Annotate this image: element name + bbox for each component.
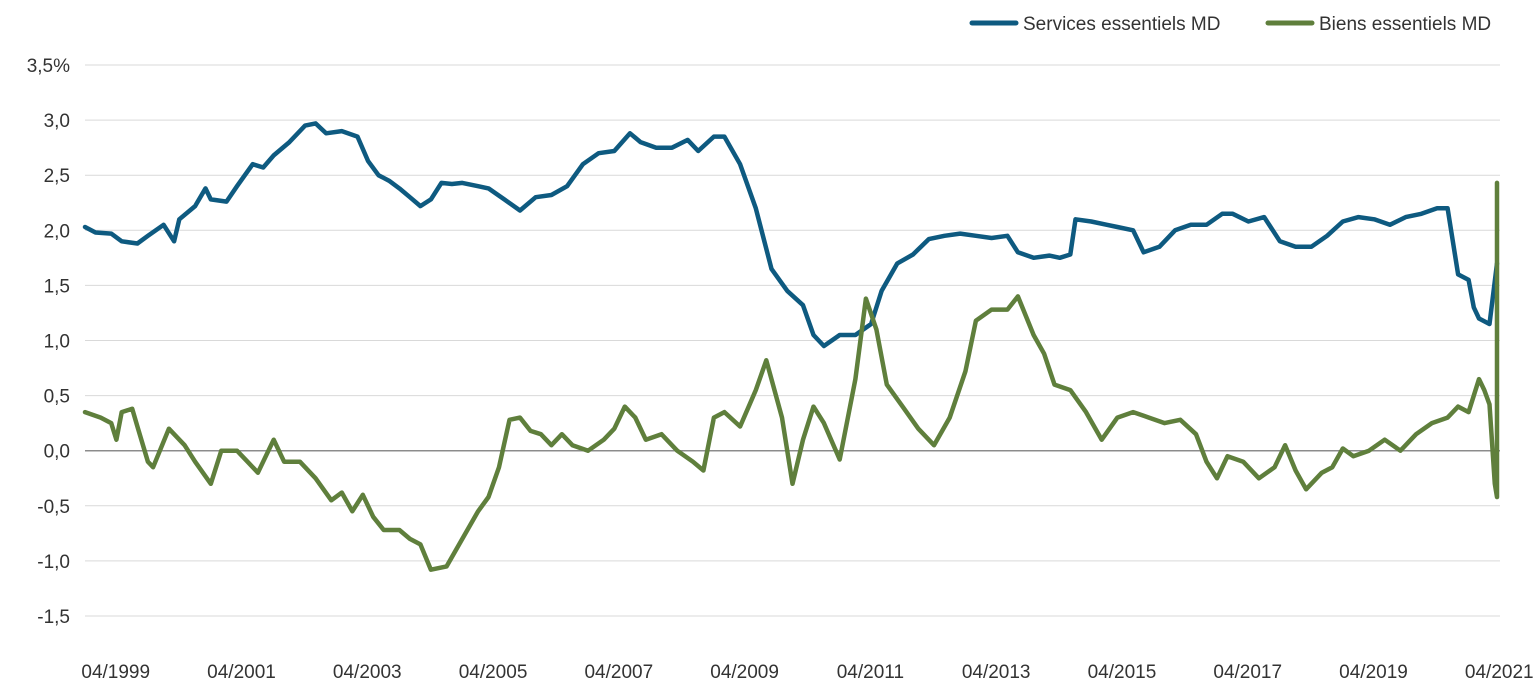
- y-tick-label: 2,5: [44, 166, 70, 187]
- legend-item-services-essentiels: Services essentiels MD: [969, 14, 1220, 35]
- x-tick-label: 04/2013: [962, 662, 1031, 683]
- legend-item-biens-essentiels: Biens essentiels MD: [1265, 14, 1491, 35]
- y-tick-label: 0,0: [44, 442, 70, 463]
- y-tick-label: 1,0: [44, 332, 70, 353]
- y-tick-label: 0,5: [44, 387, 70, 408]
- legend-label: Services essentiels MD: [1023, 14, 1220, 35]
- y-axis-ticks: 3,5% 3,0 2,5 2,0 1,5 1,0 0,5 0,0 -0,5 -1,0 -1,5: [27, 56, 70, 628]
- y-tick-label: 2,0: [44, 221, 70, 242]
- x-tick-label: 04/2003: [333, 662, 402, 683]
- y-tick-label: 3,0: [44, 111, 70, 132]
- legend: Services essentiels MD Biens essentiels M…: [969, 14, 1491, 35]
- y-tick-label: 3,5%: [27, 56, 70, 77]
- series-line-services-essentiels: [82, 121, 1500, 349]
- x-tick-label: 04/2005: [459, 662, 528, 683]
- x-tick-label: 04/1999: [81, 662, 150, 683]
- legend-label: Biens essentiels MD: [1319, 14, 1491, 35]
- y-tick-label: -1,0: [37, 552, 70, 573]
- x-tick-label: 04/2021: [1465, 662, 1533, 683]
- x-tick-label: 04/2009: [710, 662, 779, 683]
- y-tick-label: 1,5: [44, 276, 70, 297]
- x-tick-label: 04/2017: [1213, 662, 1282, 683]
- x-tick-label: 04/2001: [207, 662, 276, 683]
- series-line-biens-essentiels: [82, 180, 1500, 572]
- gridlines: [85, 64, 1500, 617]
- x-tick-label: 04/2007: [584, 662, 653, 683]
- x-tick-label: 04/2011: [837, 662, 904, 683]
- y-tick-label: -0,5: [37, 497, 70, 518]
- x-tick-label: 04/2019: [1339, 662, 1408, 683]
- y-tick-label: -1,5: [37, 607, 70, 628]
- x-axis-ticks: 04/1999 04/2001 04/2003 04/2005 04/2007 04/20…: [81, 662, 1533, 683]
- series-lines: [82, 121, 1500, 572]
- x-tick-label: 04/2015: [1088, 662, 1157, 683]
